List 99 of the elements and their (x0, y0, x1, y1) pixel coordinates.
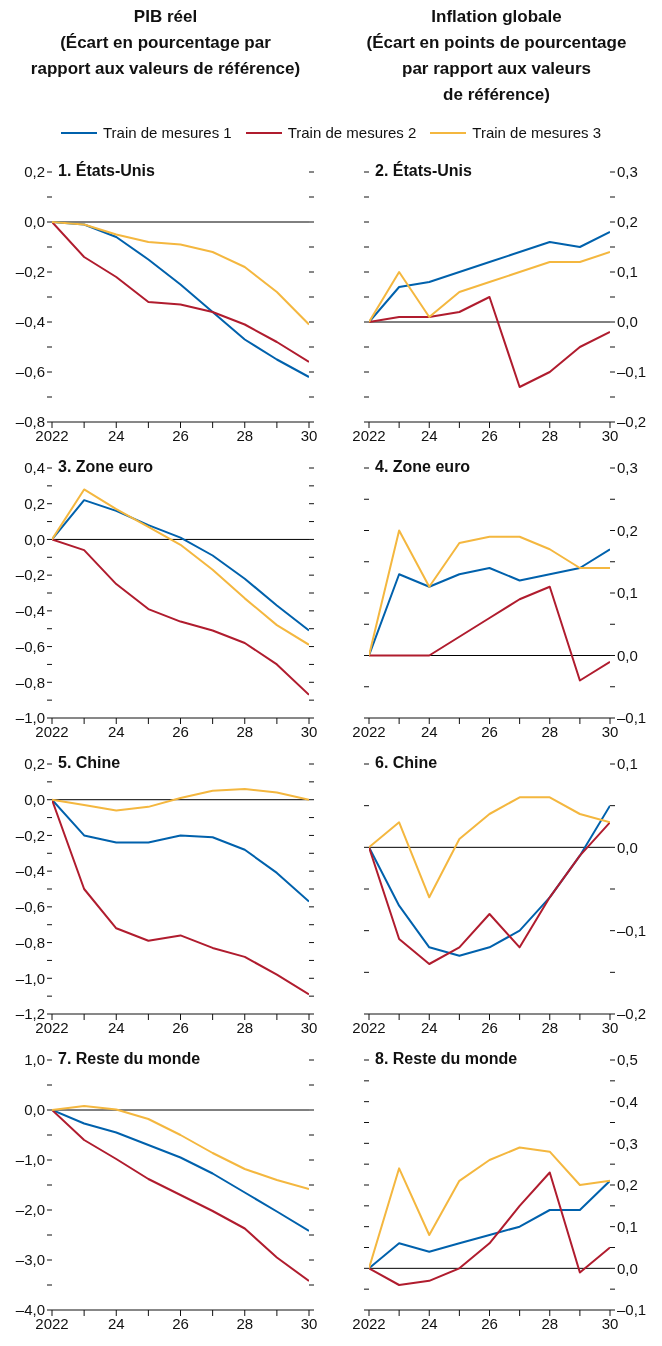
x-tick-label: 24 (420, 1314, 438, 1332)
x-tick-label: 30 (300, 1314, 318, 1332)
x-tick-label: 26 (172, 1018, 189, 1036)
x-tick-label: 28 (236, 426, 254, 444)
y-tick-label: 0,0 (617, 313, 638, 331)
x-tick-label: 26 (481, 1018, 498, 1036)
x-tick-label: 28 (236, 722, 254, 740)
y-tick-label: –1,2 (15, 1005, 45, 1023)
y-tick-label: 0,3 (617, 459, 638, 477)
y-tick-label: –1,0 (15, 969, 45, 987)
x-tick-label: 30 (601, 426, 619, 444)
y-tick-label: 0,2 (617, 521, 638, 539)
x-tick-label: 28 (236, 1314, 254, 1332)
x-tick-label: 30 (601, 1314, 619, 1332)
y-tick-label: 0,1 (617, 755, 638, 773)
x-tick-label: 24 (420, 1018, 438, 1036)
y-tick-label: –0,2 (15, 826, 45, 844)
y-tick-label: –0,6 (15, 898, 45, 916)
legend-label: Train de mesures 1 (102, 124, 232, 141)
y-tick-label: –2,0 (15, 1201, 45, 1219)
x-tick-label: 26 (481, 1314, 498, 1332)
x-tick-label: 30 (601, 722, 619, 740)
y-tick-label: –0,6 (15, 637, 45, 655)
y-tick-label: –0,8 (15, 413, 45, 431)
y-tick-label: –0,8 (15, 673, 45, 691)
y-tick-label: –0,4 (15, 313, 45, 331)
legend-label: Train de mesures 2 (287, 124, 417, 141)
chart-title: 1. États-Unis (58, 162, 155, 180)
y-tick-label: –0,1 (617, 709, 647, 727)
y-tick-label: 0,2 (24, 755, 45, 773)
x-tick-label: 28 (236, 1018, 254, 1036)
y-tick-label: 0,0 (24, 213, 45, 231)
y-tick-label: –0,2 (15, 566, 45, 584)
x-tick-label: 24 (107, 1018, 125, 1036)
y-tick-label: 0,0 (24, 791, 45, 809)
y-tick-label: 0,1 (617, 584, 638, 602)
x-tick-label: 24 (107, 426, 125, 444)
x-tick-label: 30 (300, 426, 318, 444)
x-tick-label: 30 (300, 1018, 318, 1036)
chart-title: 2. États-Unis (375, 162, 472, 180)
y-tick-label: –3,0 (15, 1251, 45, 1269)
y-tick-label: 0,0 (617, 646, 638, 664)
y-tick-label: 0,1 (617, 263, 638, 281)
y-tick-label: –0,4 (15, 862, 45, 880)
text: Inflation globale (Écart en points de pourcentage par rapport aux valeurs de référence) (365, 6, 628, 106)
chart-title: 5. Chine (58, 754, 121, 772)
x-tick-label: 30 (300, 722, 318, 740)
y-tick-label: 0,3 (617, 1134, 638, 1152)
x-tick-label: 28 (541, 1018, 559, 1036)
legend-label: Train de mesures 3 (472, 124, 601, 141)
y-tick-label: –0,1 (617, 921, 647, 939)
y-tick-label: –1,0 (15, 1151, 45, 1169)
y-tick-label: 0,2 (24, 163, 45, 181)
x-tick-label: 2022 (352, 722, 386, 740)
chart-title: 8. Reste du monde (375, 1050, 518, 1068)
chart-title: 4. Zone euro (375, 458, 471, 476)
x-tick-label: 2022 (352, 1314, 386, 1332)
chart-title: 7. Reste du monde (58, 1050, 201, 1068)
y-tick-label: –0,2 (15, 263, 45, 281)
x-tick-label: 2022 (352, 1018, 386, 1036)
y-tick-label: –0,2 (617, 413, 647, 431)
x-tick-label: 24 (107, 1314, 125, 1332)
x-tick-label: 26 (172, 426, 189, 444)
y-tick-label: –0,2 (617, 1005, 647, 1023)
x-tick-label: 28 (541, 722, 559, 740)
chart-title: 6. Chine (375, 754, 438, 772)
y-tick-label: 0,2 (617, 213, 638, 231)
y-tick-label: 0,1 (617, 1217, 638, 1235)
y-tick-label: –0,1 (617, 363, 647, 381)
y-tick-label: 0,4 (617, 1092, 638, 1110)
x-tick-label: 26 (481, 722, 498, 740)
chart-title: 3. Zone euro (58, 458, 154, 476)
y-tick-label: –1,0 (15, 709, 45, 727)
x-tick-label: 28 (541, 426, 559, 444)
y-tick-label: 0,5 (617, 1051, 638, 1069)
y-tick-label: –0,4 (15, 602, 45, 620)
x-tick-label: 26 (172, 722, 189, 740)
y-tick-label: –4,0 (15, 1301, 45, 1319)
x-tick-label: 24 (420, 426, 438, 444)
y-tick-label: 0,2 (24, 495, 45, 513)
y-tick-label: 0,0 (617, 838, 638, 856)
x-tick-label: 24 (107, 722, 125, 740)
y-tick-label: 0,2 (617, 1176, 638, 1194)
y-tick-label: 0,0 (24, 1101, 45, 1119)
x-tick-label: 30 (601, 1018, 619, 1036)
y-tick-label: 0,3 (617, 163, 638, 181)
text: PIB réel (Écart en pourcentage par rapport aux valeurs de référence) (29, 6, 302, 80)
x-tick-label: 26 (481, 426, 498, 444)
y-tick-label: 0,4 (24, 459, 45, 477)
y-tick-label: –0,1 (617, 1301, 647, 1319)
x-tick-label: 2022 (352, 426, 386, 444)
y-tick-label: 0,0 (24, 530, 45, 548)
x-tick-label: 26 (172, 1314, 189, 1332)
x-tick-label: 28 (541, 1314, 559, 1332)
y-tick-label: 1,0 (24, 1051, 45, 1069)
x-tick-label: 24 (420, 722, 438, 740)
y-tick-label: –0,6 (15, 363, 45, 381)
y-tick-label: –0,8 (15, 933, 45, 951)
y-tick-label: 0,0 (617, 1259, 638, 1277)
